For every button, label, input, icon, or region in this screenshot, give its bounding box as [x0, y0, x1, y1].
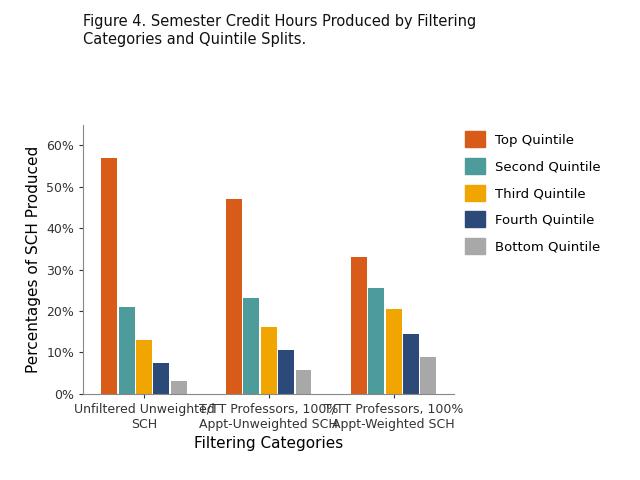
Bar: [420, 357, 436, 394]
Legend: Top Quintile, Second Quintile, Third Quintile, Fourth Quintile, Bottom Quintile: Top Quintile, Second Quintile, Third Qui…: [465, 132, 601, 254]
Bar: [136, 340, 152, 394]
Bar: [261, 327, 276, 394]
Bar: [243, 299, 259, 394]
Bar: [153, 362, 169, 394]
Bar: [351, 257, 367, 394]
Bar: [403, 334, 419, 394]
Bar: [278, 350, 294, 394]
Y-axis label: Percentages of SCH Produced: Percentages of SCH Produced: [26, 145, 40, 373]
Bar: [171, 381, 187, 394]
Bar: [101, 158, 117, 394]
Bar: [296, 370, 312, 394]
Text: Figure 4. Semester Credit Hours Produced by Filtering
Categories and Quintile Sp: Figure 4. Semester Credit Hours Produced…: [83, 14, 476, 47]
Bar: [369, 288, 385, 394]
Bar: [226, 199, 242, 394]
Bar: [386, 309, 402, 394]
Bar: [118, 307, 134, 394]
X-axis label: Filtering Categories: Filtering Categories: [194, 436, 344, 451]
